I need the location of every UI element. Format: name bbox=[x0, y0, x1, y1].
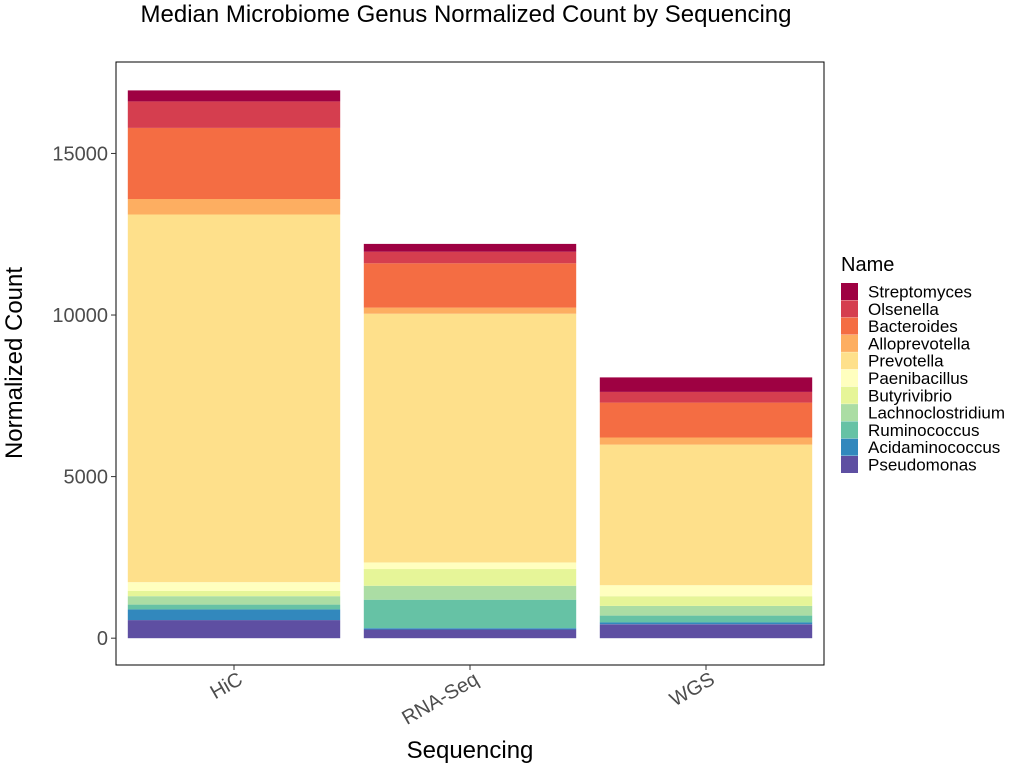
bar-rna-seq-olsenella bbox=[363, 251, 577, 264]
bar-rna-seq-prevotella bbox=[363, 313, 577, 563]
legend-label-paenibacillus: Paenibacillus bbox=[868, 369, 968, 388]
plot-area bbox=[127, 90, 813, 639]
bar-wgs-olsenella bbox=[599, 391, 813, 403]
bar-hic-acidaminococcus bbox=[127, 609, 341, 621]
bar-hic-lachnoclostridium bbox=[127, 596, 341, 605]
bar-wgs-pseudomonas bbox=[599, 624, 813, 639]
bar-hic-olsenella bbox=[127, 101, 341, 128]
legend-swatch-prevotella bbox=[841, 352, 858, 370]
bar-rna-seq-ruminococcus bbox=[363, 599, 577, 629]
bar-hic-paenibacillus bbox=[127, 582, 341, 591]
bar-hic-prevotella bbox=[127, 214, 341, 583]
bar-wgs-acidaminococcus bbox=[599, 622, 813, 625]
bar-wgs-ruminococcus bbox=[599, 615, 813, 623]
bar-hic-bacteroides bbox=[127, 127, 341, 199]
legend-swatch-ruminococcus bbox=[841, 421, 858, 439]
bar-wgs-butyrivibrio bbox=[599, 596, 813, 606]
bar-rna-seq-streptomyces bbox=[363, 243, 577, 252]
x-axis-title: Sequencing bbox=[407, 737, 534, 764]
bar-wgs-bacteroides bbox=[599, 402, 813, 438]
legend-swatch-lachnoclostridium bbox=[841, 404, 858, 422]
legend-label-olsenella: Olsenella bbox=[868, 300, 939, 319]
y-tick-label: 10000 bbox=[52, 305, 108, 327]
chart-title: Median Microbiome Genus Normalized Count… bbox=[141, 1, 792, 28]
bar-rna-seq-alloprevotella bbox=[363, 307, 577, 314]
bar-wgs-lachnoclostridium bbox=[599, 605, 813, 616]
bar-hic-pseudomonas bbox=[127, 620, 341, 639]
legend-swatch-pseudomonas bbox=[841, 456, 858, 473]
y-axis: 0 5000 10000 15000 bbox=[52, 143, 116, 650]
legend-swatch-butyrivibrio bbox=[841, 386, 858, 404]
y-axis-title: Normalized Count bbox=[1, 267, 28, 459]
bar-hic-streptomyces bbox=[127, 90, 341, 102]
bar-rna-seq-pseudomonas bbox=[363, 629, 577, 639]
bar-hic-butyrivibrio bbox=[127, 591, 341, 597]
legend: Name StreptomycesOlsenellaBacteroidesAll… bbox=[841, 254, 1005, 475]
legend-label-pseudomonas: Pseudomonas bbox=[868, 456, 977, 475]
legend-swatch-olsenella bbox=[841, 300, 858, 318]
bar-wgs-streptomyces bbox=[599, 377, 813, 392]
legend-swatch-alloprevotella bbox=[841, 334, 858, 352]
bar-hic-ruminococcus bbox=[127, 604, 341, 610]
x-tick-label-hic: HiC bbox=[207, 668, 247, 704]
legend-swatch-acidaminococcus bbox=[841, 438, 858, 456]
legend-label-lachnoclostridium: Lachnoclostridium bbox=[868, 404, 1005, 423]
x-axis: HiC RNA-Seq WGS bbox=[207, 665, 719, 730]
bar-rna-seq-butyrivibrio bbox=[363, 569, 577, 586]
bar-wgs-alloprevotella bbox=[599, 437, 813, 445]
legend-label-butyrivibrio: Butyrivibrio bbox=[868, 386, 952, 405]
legend-label-streptomyces: Streptomyces bbox=[868, 283, 972, 302]
legend-label-alloprevotella: Alloprevotella bbox=[868, 334, 971, 353]
bar-rna-seq-paenibacillus bbox=[363, 562, 577, 570]
bar-rna-seq-lachnoclostridium bbox=[363, 585, 577, 600]
bar-wgs-paenibacillus bbox=[599, 585, 813, 597]
bar-wgs-prevotella bbox=[599, 444, 813, 586]
y-tick-label: 0 bbox=[97, 628, 108, 650]
legend-swatch-streptomyces bbox=[841, 283, 858, 300]
x-tick-label-wgs: WGS bbox=[666, 668, 718, 711]
x-tick-label-rna-seq: RNA-Seq bbox=[398, 668, 482, 729]
legend-label-bacteroides: Bacteroides bbox=[868, 317, 958, 336]
legend-label-acidaminococcus: Acidaminococcus bbox=[868, 438, 1000, 457]
y-tick-label: 15000 bbox=[52, 143, 108, 165]
legend-swatch-paenibacillus bbox=[841, 369, 858, 387]
legend-title: Name bbox=[841, 254, 894, 276]
y-tick-label: 5000 bbox=[64, 467, 109, 489]
bar-hic-alloprevotella bbox=[127, 199, 341, 215]
legend-swatch-bacteroides bbox=[841, 317, 858, 335]
bar-rna-seq-bacteroides bbox=[363, 263, 577, 308]
legend-label-ruminococcus: Ruminococcus bbox=[868, 421, 980, 440]
legend-label-prevotella: Prevotella bbox=[868, 352, 944, 371]
bar-rna-seq-acidaminococcus bbox=[363, 628, 577, 630]
